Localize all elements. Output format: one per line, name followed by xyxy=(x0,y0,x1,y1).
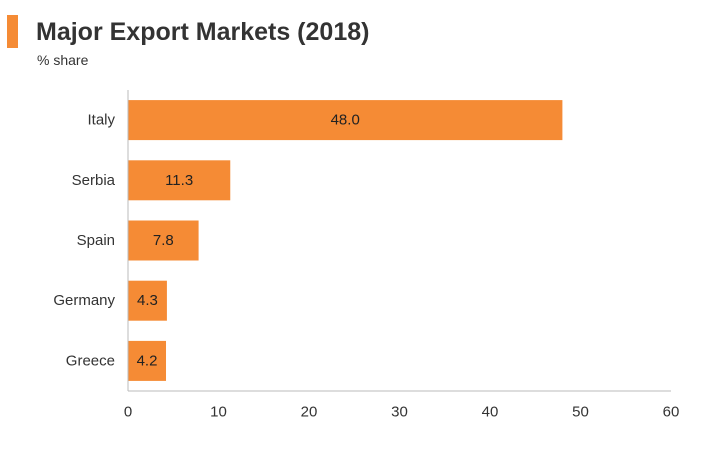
bar-greece xyxy=(128,340,167,381)
x-tick-label-50: 50 xyxy=(572,404,589,421)
bar-germany xyxy=(128,280,167,321)
category-label-italy: Italy xyxy=(87,112,115,129)
bar-italy xyxy=(128,100,563,141)
x-tick-label-0: 0 xyxy=(124,404,132,421)
x-tick-label-20: 20 xyxy=(301,404,318,421)
category-label-spain: Spain xyxy=(77,232,115,249)
x-tick-label-40: 40 xyxy=(482,404,499,421)
bar-spain xyxy=(128,220,199,261)
data-label-greece: 4.2 xyxy=(137,352,158,369)
x-tick-label-60: 60 xyxy=(663,404,680,421)
data-label-italy: 48.0 xyxy=(331,112,360,129)
category-label-serbia: Serbia xyxy=(72,172,116,189)
data-label-germany: 4.3 xyxy=(137,292,158,309)
bar-serbia xyxy=(128,160,231,201)
category-label-germany: Germany xyxy=(53,292,115,309)
category-label-greece: Greece xyxy=(66,352,115,369)
chart-subtitle: % share xyxy=(37,52,89,68)
title-accent-bar xyxy=(7,15,18,48)
x-tick-label-30: 30 xyxy=(391,404,408,421)
chart-title: Major Export Markets (2018) xyxy=(36,18,370,46)
data-label-spain: 7.8 xyxy=(153,232,174,249)
x-tick-label-10: 10 xyxy=(210,404,227,421)
data-label-serbia: 11.3 xyxy=(165,172,193,189)
